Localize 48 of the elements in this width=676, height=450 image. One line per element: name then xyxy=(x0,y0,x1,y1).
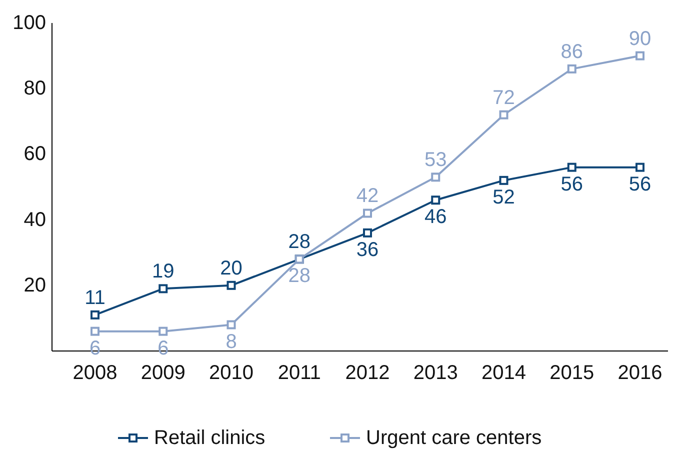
data-label: 11 xyxy=(84,286,106,309)
point xyxy=(363,228,372,238)
y-tick-label: 80 xyxy=(24,78,46,100)
point xyxy=(499,176,508,185)
point xyxy=(567,64,576,74)
x-tick-label: 2011 xyxy=(278,362,321,384)
y-tick-label: 40 xyxy=(24,208,46,231)
point xyxy=(636,51,644,60)
data-label: 46 xyxy=(424,206,447,228)
x-tick-label: 2008 xyxy=(72,362,118,384)
data-label: 8 xyxy=(226,330,237,353)
point xyxy=(363,208,372,218)
data-label: 28 xyxy=(288,231,310,254)
legend-label: Retail clinics xyxy=(154,427,266,449)
data-label: 56 xyxy=(560,173,583,196)
point xyxy=(431,196,440,205)
point xyxy=(431,172,440,182)
data-label: 42 xyxy=(356,185,379,208)
x-tick-label: 2012 xyxy=(345,362,390,384)
point xyxy=(158,284,168,294)
data-label: 20 xyxy=(220,257,242,280)
data-label: 19 xyxy=(152,260,174,283)
point xyxy=(158,326,168,336)
point xyxy=(226,320,236,330)
point xyxy=(226,280,236,290)
x-tick-label: 2009 xyxy=(140,362,186,384)
data-label: 28 xyxy=(288,265,310,288)
data-label: 90 xyxy=(628,28,652,50)
data-label: 86 xyxy=(560,40,583,63)
y-tick-label: 60 xyxy=(24,143,46,166)
data-label: 53 xyxy=(424,149,447,172)
x-tick-label: 2015 xyxy=(550,362,594,384)
point xyxy=(636,162,644,172)
x-tick-label: 2014 xyxy=(482,362,526,384)
y-tick-label: 100 xyxy=(12,12,46,34)
data-label: 72 xyxy=(492,86,515,109)
point xyxy=(90,310,100,320)
y-tick-label: 20 xyxy=(24,274,46,296)
legend-label: Urgent care centers xyxy=(366,427,542,449)
data-label: 52 xyxy=(492,186,515,208)
x-tick-label: 2013 xyxy=(413,362,458,384)
x-tick-label: 2010 xyxy=(209,362,254,384)
x-tick-label: 2016 xyxy=(618,362,662,384)
data-label: 56 xyxy=(628,173,652,196)
point xyxy=(90,326,100,336)
point xyxy=(567,162,576,172)
data-label: 36 xyxy=(356,238,379,261)
point xyxy=(499,110,508,120)
